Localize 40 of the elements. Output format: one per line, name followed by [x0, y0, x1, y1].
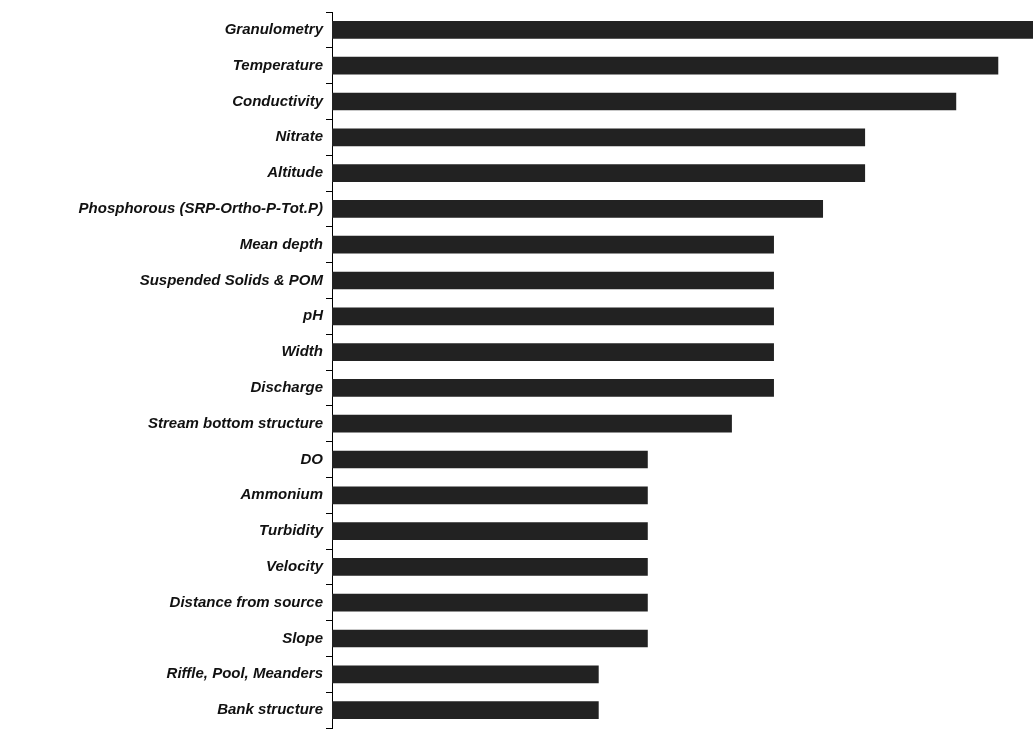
bar: [332, 21, 1033, 39]
bar: [332, 486, 648, 505]
bar: [332, 128, 866, 147]
y-tick-label: Phosphorous (SRP-Ortho-P-Tot.P): [78, 199, 323, 217]
bar: [332, 307, 774, 326]
y-tick-label: Suspended Solids & POM: [139, 270, 324, 288]
y-tick-label: Ammonium: [239, 485, 323, 503]
bar: [332, 164, 866, 182]
y-tick-label: Distance from source: [169, 592, 323, 610]
y-tick-label: Altitude: [266, 163, 323, 181]
bar: [332, 343, 774, 361]
y-tick-label: DO: [300, 449, 324, 467]
bar: [332, 414, 732, 433]
bar: [332, 235, 774, 254]
y-tick-label: Stream bottom structure: [147, 413, 323, 431]
y-tick-label: Slope: [282, 628, 323, 646]
bar: [332, 271, 774, 290]
y-tick-label: Width: [281, 342, 323, 360]
y-tick-label: pH: [302, 306, 325, 324]
bar: [332, 701, 599, 719]
y-tick-label: Discharge: [250, 378, 323, 396]
y-tick-label: Conductivity: [232, 91, 324, 109]
bar: [332, 629, 648, 648]
y-tick-label: Mean depth: [239, 234, 323, 252]
bar: [332, 665, 599, 684]
bar: [332, 522, 648, 540]
y-tick-label: Riffle, Pool, Meanders: [166, 664, 323, 682]
y-tick-label: Bank structure: [217, 700, 323, 718]
y-tick-label: Nitrate: [275, 127, 323, 145]
bar: [332, 200, 824, 218]
bar: [332, 593, 648, 612]
bar: [332, 558, 648, 576]
y-tick-label: Velocity: [266, 557, 324, 575]
bar: [332, 450, 648, 469]
y-tick-label: Turbidity: [259, 521, 324, 539]
y-tick-label: Granulometry: [224, 20, 324, 38]
y-tick-label: Temperature: [232, 55, 323, 73]
bar: [332, 56, 999, 75]
bar: [332, 379, 774, 397]
bar: [332, 92, 957, 111]
